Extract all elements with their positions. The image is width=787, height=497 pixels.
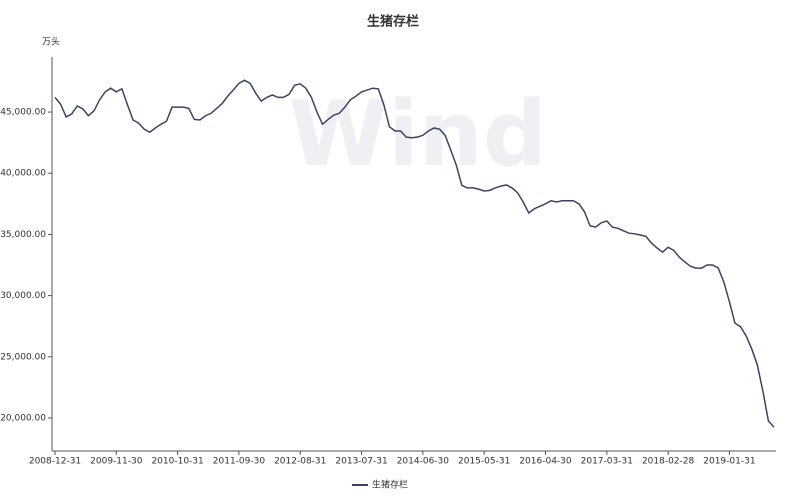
x-tick-label: 2015-05-31: [458, 457, 510, 467]
x-tick-label: 2018-02-28: [642, 457, 695, 467]
y-tick-label: 40,000.00: [0, 169, 46, 179]
x-tick-label: 2014-06-30: [397, 457, 450, 467]
chart-title: 生猪存栏: [367, 14, 419, 30]
y-tick-label: 45,000.00: [0, 108, 46, 118]
watermark: Wind: [289, 82, 548, 187]
x-tick-label: 2012-08-31: [274, 457, 326, 467]
legend-label: 生猪存栏: [372, 479, 408, 491]
x-tick-label: 2016-04-30: [519, 457, 572, 467]
x-tick-label: 2010-10-31: [151, 457, 203, 467]
x-tick-label: 2011-09-30: [213, 457, 266, 467]
x-tick-label: 2009-11-30: [90, 457, 143, 467]
x-tick-label: 2013-07-31: [335, 457, 387, 467]
y-axis-label: 万头: [42, 37, 60, 48]
line-series: [54, 79, 775, 428]
x-tick-label: 2019-01-31: [703, 457, 755, 467]
x-tick-label: 2008-12-31: [29, 457, 81, 467]
y-tick-label: 35,000.00: [0, 230, 46, 240]
y-tick-label: 25,000.00: [0, 352, 46, 362]
y-tick-label: 20,000.00: [0, 413, 46, 423]
x-tick-label: 2017-03-31: [581, 457, 633, 467]
y-tick-label: 30,000.00: [0, 291, 46, 301]
